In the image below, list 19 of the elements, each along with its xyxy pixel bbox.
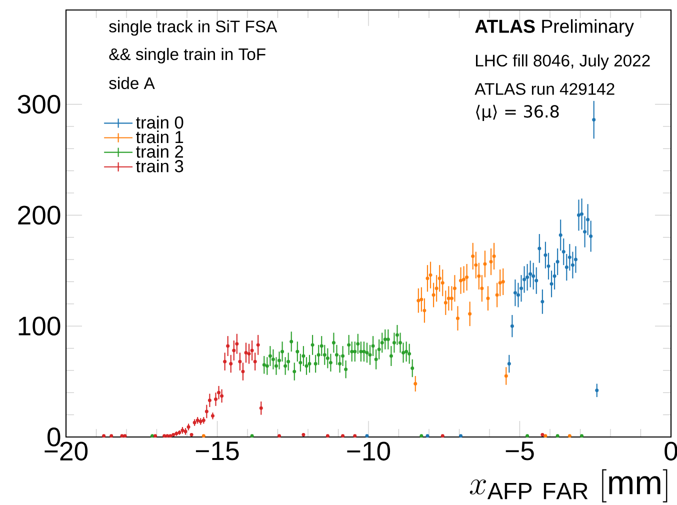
x-axis-title: $x_{\mathrm{AFP\ FAR}}\ [\mathrm{mm}]$	[470, 469, 668, 502]
annotation: single track in SiT FSA	[109, 20, 278, 36]
annotation: side A	[109, 76, 155, 90]
annotation: ⟨μ⟩ = 36.8	[476, 104, 559, 121]
y-tick-label: 100	[18, 316, 60, 336]
x-tick-label: −10	[347, 442, 390, 461]
x-tick-label: −15	[196, 442, 239, 460]
y-tick-label: 300	[18, 94, 60, 114]
annotation: ATLAS run 429142	[474, 83, 614, 95]
legend-label: train 1	[136, 130, 184, 144]
legend-label: train 0	[136, 116, 184, 129]
legend-label: train 3	[136, 160, 184, 172]
legend-label: train 2	[136, 145, 184, 158]
y-tick-label: 200	[18, 206, 60, 225]
annotation: && single train in ToF	[109, 48, 266, 64]
annotation: ATLAS Preliminary	[475, 19, 634, 37]
x-tick-label: −5	[506, 442, 534, 460]
annotation: LHC fill 8046, July 2022	[476, 54, 650, 70]
x-tick-label: 0	[664, 442, 677, 461]
